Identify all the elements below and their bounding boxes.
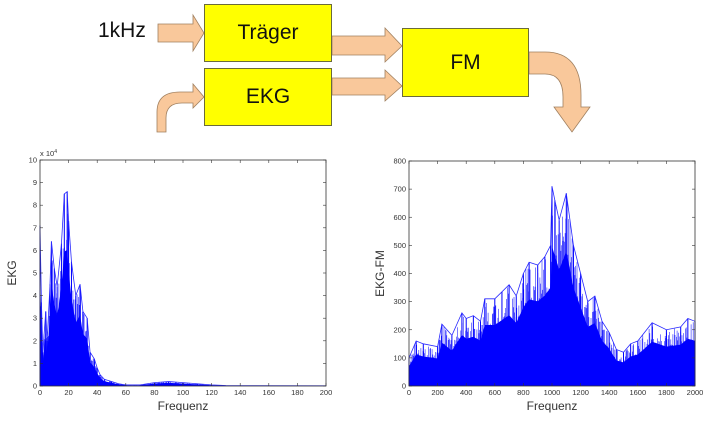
y-tick-label: 4	[33, 291, 37, 300]
chart-2: 0 200 400 600 800 1000 1200 1400 1600 1800 2000 0 10…	[373, 157, 703, 414]
y-tick-label: 7	[33, 223, 37, 232]
ecg-input-curved-arrow	[156, 82, 205, 133]
x-tick-label: 200	[431, 388, 444, 397]
x-tick-label: 400	[460, 388, 473, 397]
chart-1: 0 20 40 60 80 100 120 140 160 180 200 0 1 2 3 4 5 6 7 8 9 10 F…	[5, 149, 332, 413]
y-tick-label: 8	[33, 201, 37, 210]
x-tick-label: 2000	[687, 388, 704, 397]
x-tick-label: 0	[38, 388, 42, 397]
x-tick-label: 1600	[629, 388, 646, 397]
input-arrow	[157, 13, 205, 53]
y-axis-label: EKG-FM	[373, 250, 387, 297]
y-tick-label: 10	[29, 156, 37, 165]
x-tick-label: 180	[291, 388, 304, 397]
y-tick-label: 600	[393, 213, 406, 222]
x-tick-label: 120	[205, 388, 218, 397]
x-tick-label: 20	[64, 388, 72, 397]
ecg-to-fm-arrow	[331, 69, 403, 102]
fm-box: FM	[402, 28, 529, 97]
x-tick-label: 1800	[658, 388, 675, 397]
x-tick-label: 1200	[572, 388, 589, 397]
carrier-to-fm-arrow	[331, 26, 403, 63]
x-tick-label: 100	[177, 388, 190, 397]
x-tick-label: 1400	[601, 388, 618, 397]
x-tick-label: 160	[263, 388, 276, 397]
y-axis-label: EKG	[5, 260, 19, 285]
fm-output-curved-arrow	[528, 51, 591, 133]
x-axis-label: Frequenz	[158, 399, 209, 413]
x-axis-label: Frequenz	[527, 399, 578, 413]
y-tick-label: 6	[33, 246, 37, 255]
x-tick-label: 600	[489, 388, 502, 397]
y-tick-label: 1	[33, 359, 37, 368]
y-axis-multiplier: x 104	[40, 149, 57, 158]
y-tick-label: 800	[393, 157, 406, 166]
x-tick-label: 200	[320, 388, 333, 397]
y-tick-label: 300	[393, 297, 406, 306]
x-tick-label: 60	[122, 388, 130, 397]
x-tick-label: 140	[234, 388, 247, 397]
y-tick-label: 0	[33, 382, 37, 391]
y-tick-label: 100	[393, 353, 406, 362]
input-frequency-label: 1kHz	[98, 19, 146, 42]
multiplier-base: x 10	[40, 149, 54, 158]
y-tick-label: 400	[393, 269, 406, 278]
ecg-box: EKG	[204, 68, 332, 126]
series-envelope	[39, 190, 327, 387]
x-tick-label: 80	[150, 388, 158, 397]
y-tick-label: 500	[393, 241, 406, 250]
y-tick-label: 9	[33, 178, 37, 187]
y-tick-label: 700	[393, 185, 406, 194]
y-tick-label: 5	[33, 269, 37, 278]
multiplier-exponent: 4	[54, 149, 57, 155]
x-tick-label: 40	[93, 388, 101, 397]
y-tick-label: 200	[393, 325, 406, 334]
series-envelope	[408, 186, 696, 359]
carrier-box: Träger	[204, 4, 332, 62]
x-tick-label: 800	[517, 388, 530, 397]
y-tick-label: 0	[402, 382, 406, 391]
x-tick-label: 0	[407, 388, 411, 397]
y-tick-label: 2	[33, 336, 37, 345]
y-tick-label: 3	[33, 314, 37, 323]
x-tick-label: 1000	[544, 388, 561, 397]
